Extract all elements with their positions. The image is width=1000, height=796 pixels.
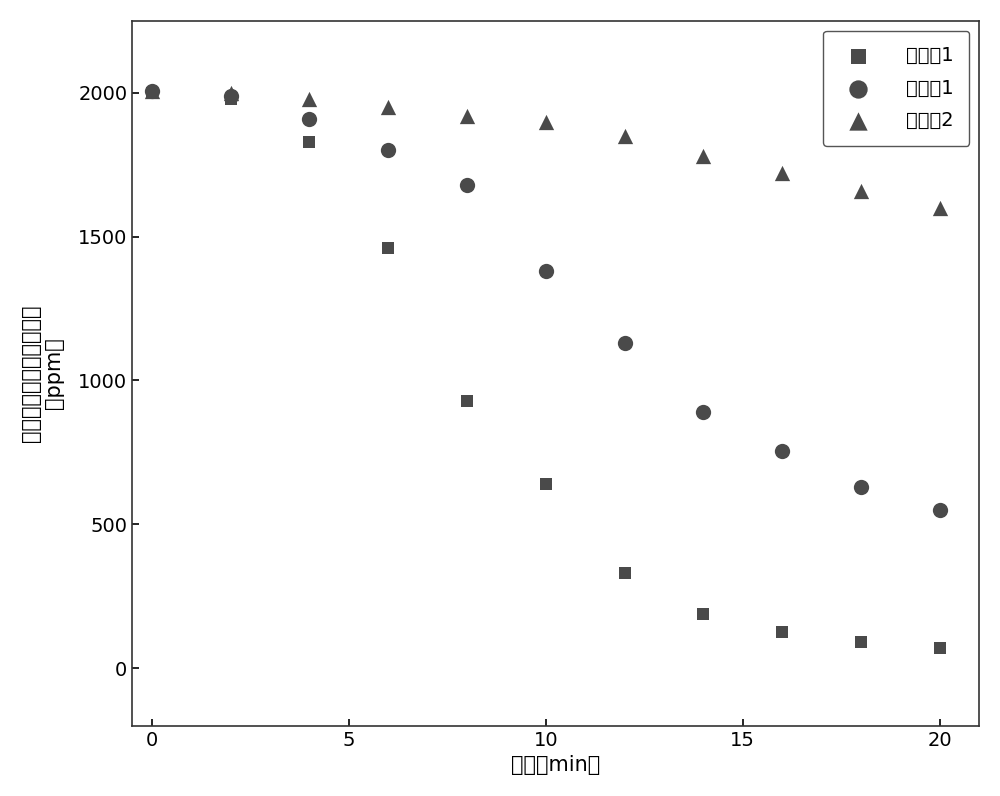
对比例2 <box>853 184 869 197</box>
实施例1 <box>538 478 554 490</box>
对比例2 <box>695 150 711 162</box>
实施例1 <box>144 87 160 100</box>
对比例2 <box>932 201 948 214</box>
对比例1 <box>459 178 475 191</box>
对比例1 <box>695 406 711 419</box>
对比例2 <box>459 109 475 122</box>
实施例1 <box>617 567 633 579</box>
实施例1 <box>459 394 475 407</box>
对比例2 <box>223 87 239 100</box>
Y-axis label: 多环芳香多环芳香烃浓度
（ppm）: 多环芳香多环芳香烃浓度 （ppm） <box>21 305 64 442</box>
Legend: 实施例1, 对比例1, 对比例2: 实施例1, 对比例1, 对比例2 <box>823 30 969 146</box>
实施例1 <box>301 135 317 148</box>
实施例1 <box>695 607 711 620</box>
对比例1 <box>223 89 239 102</box>
对比例2 <box>538 115 554 128</box>
实施例1 <box>932 642 948 654</box>
对比例1 <box>538 265 554 278</box>
对比例1 <box>380 144 396 157</box>
对比例2 <box>144 85 160 98</box>
对比例1 <box>853 481 869 494</box>
对比例2 <box>617 130 633 142</box>
对比例1 <box>301 112 317 125</box>
实施例1 <box>380 242 396 255</box>
对比例2 <box>774 167 790 180</box>
对比例1 <box>932 504 948 517</box>
对比例2 <box>380 101 396 114</box>
对比例1 <box>774 445 790 458</box>
实施例1 <box>223 92 239 105</box>
对比例1 <box>617 337 633 349</box>
实施例1 <box>774 626 790 638</box>
对比例2 <box>301 92 317 105</box>
X-axis label: 时间（min）: 时间（min） <box>511 755 600 775</box>
对比例1 <box>144 85 160 98</box>
实施例1 <box>853 636 869 649</box>
